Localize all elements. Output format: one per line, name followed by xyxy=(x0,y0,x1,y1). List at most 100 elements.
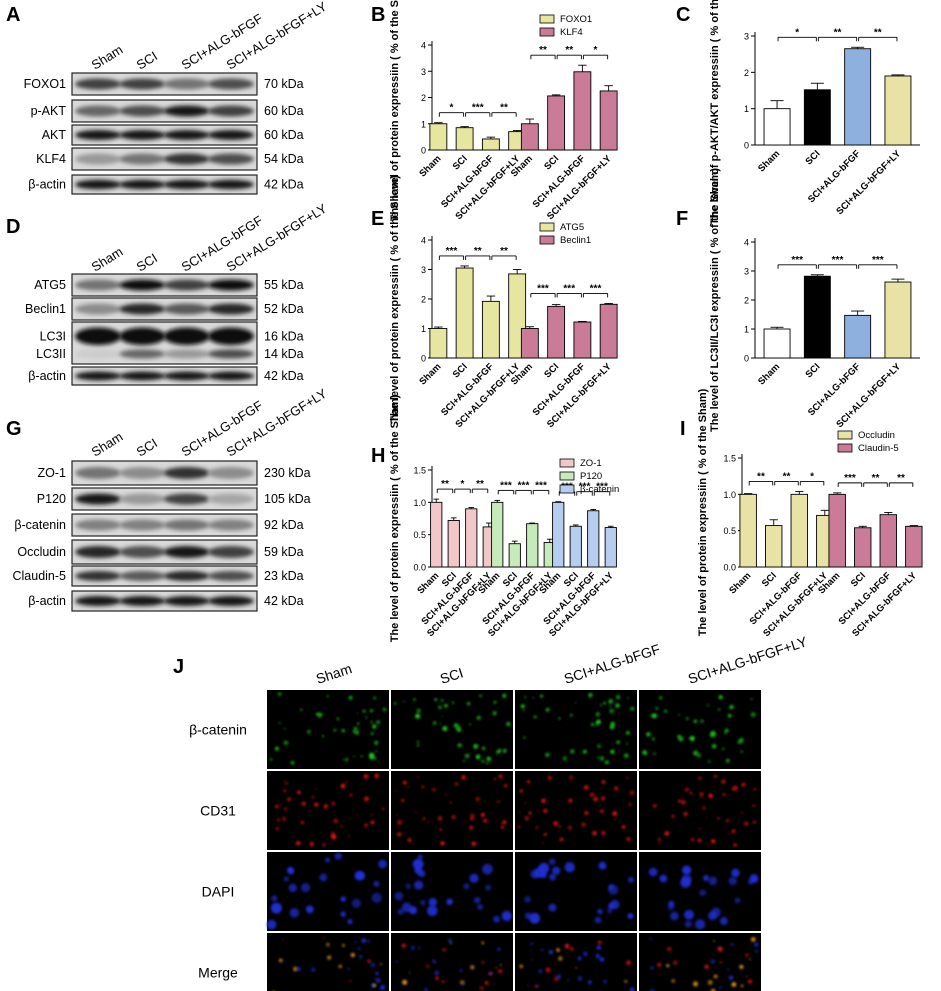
if-signal xyxy=(534,984,538,988)
blot-band xyxy=(75,493,122,505)
if-signal xyxy=(493,777,497,780)
if-signal xyxy=(414,880,424,890)
legend-label: FOXO1 xyxy=(560,14,592,25)
blot-protein-label: ATG5 xyxy=(34,278,66,292)
if-signal xyxy=(731,829,736,834)
if-signal xyxy=(497,968,503,974)
blot-row: FOXO1 70 kDa xyxy=(24,72,304,96)
y-tick-label: 1 xyxy=(744,104,749,114)
if-signal xyxy=(446,898,453,906)
y-tick-label: 1.5 xyxy=(723,454,736,464)
if-signal xyxy=(352,730,356,734)
y-axis-label: The level of protein expressiin ( % of t… xyxy=(389,0,401,221)
if-signal xyxy=(354,941,357,944)
y-axis-label: The level of protein expressiin ( % of t… xyxy=(389,394,401,642)
if-signal xyxy=(277,818,281,822)
if-signal xyxy=(719,986,722,989)
if-signal xyxy=(705,816,708,819)
if-image-cell xyxy=(639,690,761,769)
if-signal xyxy=(397,819,403,825)
blot-row: AKT 60 kDa xyxy=(42,124,304,146)
if-signal xyxy=(342,944,345,947)
if-signal xyxy=(393,701,397,705)
bar xyxy=(491,501,504,568)
if-signal xyxy=(712,940,715,943)
if-signal xyxy=(462,982,465,986)
if-signal xyxy=(653,752,656,755)
if-signal xyxy=(568,798,573,803)
if-signal xyxy=(415,811,418,814)
x-tick-label: SCI xyxy=(849,570,868,589)
if-signal xyxy=(315,712,319,716)
blot-size-label: 52 kDa xyxy=(264,302,304,316)
blot-band xyxy=(75,571,122,581)
legend-swatch xyxy=(539,27,555,37)
if-signal xyxy=(371,724,377,729)
bar-chart-b: 0 1 2 3 4 The level of protein expressiin ( %… xyxy=(389,0,618,222)
blot-row: ATG5 55 kDa xyxy=(34,273,304,297)
if-signal xyxy=(380,963,383,966)
if-signal xyxy=(274,746,280,751)
if-signal xyxy=(577,976,583,981)
if-signal xyxy=(311,967,316,972)
if-signal xyxy=(378,859,387,869)
if-signal xyxy=(501,910,512,922)
if-signal xyxy=(590,722,595,727)
if-column-label: SCI+ALG-bFGF+LY xyxy=(686,633,810,687)
if-signal xyxy=(370,813,374,816)
if-row-label: β-catenin xyxy=(189,722,247,738)
y-tick-label: 2 xyxy=(421,93,426,103)
legend-swatch xyxy=(539,222,555,232)
if-signal xyxy=(473,743,479,749)
if-signal xyxy=(623,753,629,759)
if-signal xyxy=(367,940,371,943)
if-signal xyxy=(601,796,606,801)
blot-band xyxy=(207,596,254,606)
if-signal xyxy=(278,721,281,724)
if-signal xyxy=(374,740,379,745)
blot-band xyxy=(119,327,166,346)
if-signal xyxy=(650,713,655,718)
blot-row: β-actin 42 kDa xyxy=(28,174,304,195)
significance-label: ** xyxy=(500,246,508,257)
x-tick-label: SCI xyxy=(542,361,561,380)
if-signal xyxy=(540,948,544,952)
if-signal xyxy=(441,980,445,984)
blot-band xyxy=(163,130,210,140)
panel-letter-g: G xyxy=(6,418,22,440)
if-image-cell xyxy=(267,690,389,769)
if-signal xyxy=(340,783,346,789)
panel-letter-e: E xyxy=(371,208,385,230)
if-signal xyxy=(403,781,406,783)
blot-row: Occludin 59 kDa xyxy=(17,539,304,565)
blot-band xyxy=(75,105,122,117)
if-signal xyxy=(397,908,404,915)
blot-protein-label: Beclin1 xyxy=(25,302,66,316)
bar xyxy=(520,328,539,359)
blot-band xyxy=(163,467,210,479)
if-signal xyxy=(621,824,626,829)
if-signal xyxy=(500,825,505,830)
if-signal xyxy=(729,704,734,710)
if-signal xyxy=(600,703,603,707)
panel-letter-j: J xyxy=(173,656,185,678)
if-signal xyxy=(403,700,406,703)
x-tick-label: Sham xyxy=(476,570,502,596)
if-image-background xyxy=(267,852,389,931)
if-column-label: Sham xyxy=(314,660,354,687)
if-signal xyxy=(731,982,737,987)
if-signal xyxy=(694,919,706,930)
blot-band xyxy=(207,371,254,381)
if-signal xyxy=(471,788,473,791)
if-signal xyxy=(341,728,346,733)
panel-letter-h: H xyxy=(371,445,386,467)
if-signal xyxy=(477,904,484,911)
y-tick-label: 4 xyxy=(421,236,426,246)
if-signal xyxy=(358,936,361,939)
blot-band xyxy=(75,467,122,479)
bar-chart-c: 0 1 2 3 The level of p-AKT/AKT expressiin ( … xyxy=(709,0,920,225)
y-tick-label: 4 xyxy=(421,41,426,51)
if-image-background xyxy=(515,771,637,850)
if-signal xyxy=(395,813,398,816)
blot-band xyxy=(163,327,210,346)
